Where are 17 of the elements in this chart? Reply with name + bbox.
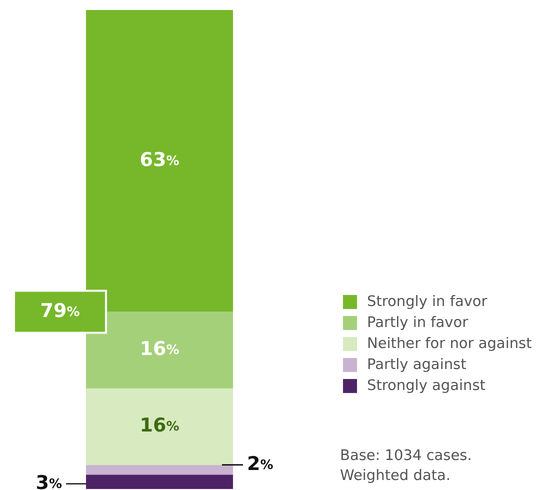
bar <box>86 465 233 475</box>
data-label: 16% <box>140 338 180 360</box>
bar <box>86 474 233 489</box>
data-label: 3% <box>36 472 62 490</box>
data-label: 63% <box>140 149 180 172</box>
legend-label: Partly in favor <box>367 314 468 331</box>
legend-label: Strongly in favor <box>367 294 488 310</box>
bar <box>86 312 233 388</box>
data-label: 16% <box>140 414 180 437</box>
text: Weighted data. <box>340 468 451 484</box>
text: Base: 1034 cases. <box>340 448 472 464</box>
legend-label: Neither for nor against <box>367 336 532 352</box>
text: 79% <box>40 300 80 322</box>
bar <box>86 388 233 466</box>
legend-label: Partly against <box>367 356 467 373</box>
legend-label: Strongly against <box>367 378 486 394</box>
data-label: 2% <box>247 453 274 476</box>
